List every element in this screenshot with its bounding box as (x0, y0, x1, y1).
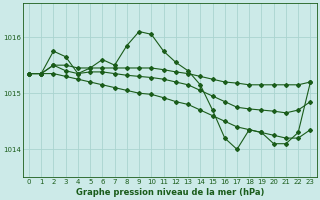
X-axis label: Graphe pression niveau de la mer (hPa): Graphe pression niveau de la mer (hPa) (76, 188, 264, 197)
